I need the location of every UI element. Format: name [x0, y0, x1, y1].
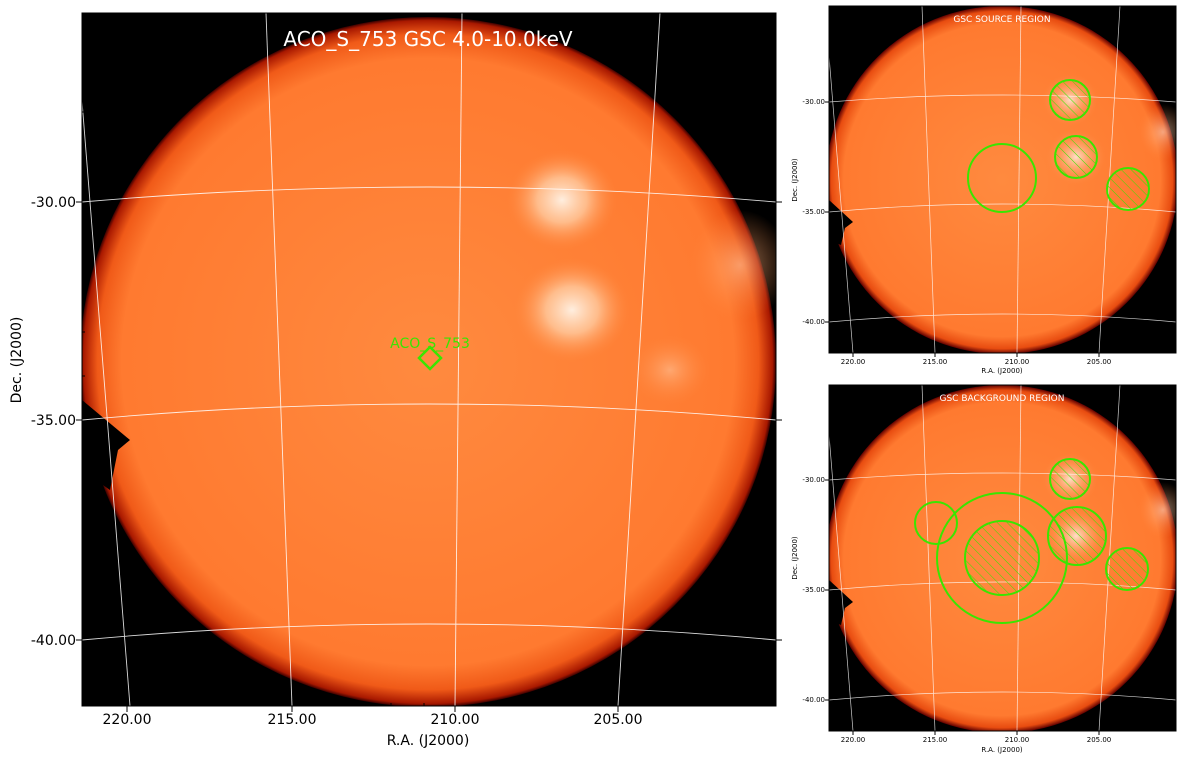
source-faint-source [1138, 104, 1176, 160]
background-excluded-region-2[interactable] [1047, 506, 1107, 566]
excluded-region-1[interactable] [1049, 79, 1091, 121]
main-bright-source-1 [507, 150, 617, 250]
excluded-region-3[interactable] [1106, 167, 1150, 211]
main-ra-tick-label: 220.00 [103, 712, 152, 728]
source-ra-tick-label: 210.00 [1005, 358, 1030, 366]
source-ra-tick-label: 205.00 [1087, 358, 1112, 366]
main-coordinate-grid [82, 13, 776, 706]
background-dec-tick-label: -40.00 [802, 696, 825, 704]
main-ra-tick-label: 210.00 [431, 712, 480, 728]
main-faint-source-2 [630, 335, 710, 405]
background-excluded-region-3[interactable] [1105, 547, 1149, 591]
source-extraction-region[interactable] [967, 143, 1037, 213]
source-ticks [825, 101, 1100, 357]
main-frame [81, 12, 777, 707]
background-excluded-region-west[interactable] [914, 501, 958, 545]
source-panel-title: GSC SOURCE REGION [953, 15, 1050, 25]
background-ra-tick-label: 215.00 [923, 736, 948, 744]
background-excluded-region-1[interactable] [1049, 458, 1091, 500]
source-ra-tick-label: 215.00 [923, 358, 948, 366]
main-ra-tick-label: 215.00 [268, 712, 317, 728]
background-y-axis-label: Dec. (J2000) [791, 536, 799, 580]
background-frame [828, 384, 1177, 732]
source-x-axis-label: R.A. (J2000) [981, 367, 1023, 375]
source-region-panel: GSC SOURCE REGION -30.00 -35.00 -40.00 2… [791, 5, 1177, 375]
target-marker-diamond[interactable] [417, 345, 443, 371]
background-ra-tick-label: 220.00 [841, 736, 866, 744]
background-detector-notch [829, 580, 853, 625]
background-faint-source [1138, 482, 1176, 538]
main-bright-source-2 [514, 258, 630, 362]
main-major-ticks [76, 201, 782, 712]
main-dec-tick-label: -40.00 [31, 633, 76, 649]
source-regions [967, 79, 1150, 213]
excluded-region-2[interactable] [1054, 135, 1098, 179]
source-ra-tick-label: 220.00 [841, 358, 866, 366]
main-ra-tick-label: 205.00 [594, 712, 643, 728]
background-annulus-inner-excluded[interactable] [964, 520, 1040, 596]
background-regions [914, 458, 1149, 624]
main-dec-tick-label: -35.00 [31, 413, 76, 429]
source-dec-tick-label: -35.00 [802, 208, 825, 216]
target-label: ACO_S_753 [390, 336, 470, 352]
background-ra-tick-label: 205.00 [1087, 736, 1112, 744]
background-panel-title: GSC BACKGROUND REGION [940, 394, 1065, 404]
background-ticks [825, 479, 1100, 735]
background-ra-tick-label: 210.00 [1005, 736, 1030, 744]
main-dec-tick-label: -30.00 [31, 195, 76, 211]
source-dec-tick-label: -30.00 [802, 98, 825, 106]
main-faint-source-1 [690, 210, 776, 320]
main-y-axis-label: Dec. (J2000) [9, 317, 25, 404]
main-title: ACO_S_753 GSC 4.0-10.0keV [283, 27, 573, 51]
main-x-axis-label: R.A. (J2000) [387, 733, 470, 749]
background-dec-tick-label: -35.00 [802, 586, 825, 594]
source-frame [828, 5, 1177, 354]
main-minor-ticks [82, 67, 750, 706]
background-region-panel: GSC BACKGROUND REGION -30.00 -35.00 -40.… [791, 384, 1177, 754]
main-image-panel: ACO_S_753 GSC 4.0-10.0keV ACO_S_753 -30.… [9, 12, 782, 749]
main-detector-notch [82, 400, 130, 490]
background-x-axis-label: R.A. (J2000) [981, 746, 1023, 754]
source-y-axis-label: Dec. (J2000) [791, 158, 799, 202]
background-dec-tick-label: -30.00 [802, 476, 825, 484]
source-dec-tick-label: -40.00 [802, 318, 825, 326]
